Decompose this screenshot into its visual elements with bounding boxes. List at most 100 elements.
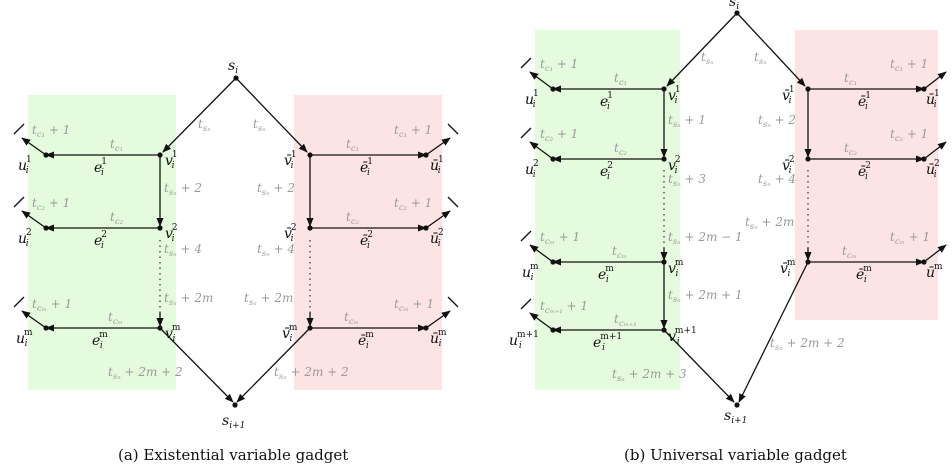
- universal-false-region: [795, 30, 938, 320]
- edge-e-1: e1 i: [94, 157, 107, 178]
- svg-text:tsₙ + 2m: tsₙ + 2m: [244, 291, 293, 308]
- existential-true-region: [28, 95, 176, 390]
- svg-text:tc₂: tc₂: [614, 141, 628, 158]
- svg-text:tcₘ: tcₘ: [108, 310, 123, 327]
- svg-text:tc₁: tc₁: [346, 137, 359, 154]
- svg-text:tc₁ + 1: tc₁ + 1: [540, 57, 578, 74]
- svg-text:tsₙ: tsₙ: [701, 50, 714, 67]
- existential-time-labels: tc₁ + 1 tc₂ + 1 tcₘ + 1 tc₁ tc₂ tcₘ tsₙ …: [32, 117, 434, 382]
- svg-text:tsₙ + 3: tsₙ + 3: [668, 172, 706, 189]
- node-ubar-1: ū1 i: [430, 155, 444, 176]
- node-u-m1-b: um+1 i: [509, 330, 539, 351]
- node-s-i-plus-1: si+1: [222, 413, 245, 431]
- caption-existential: (a) Existential variable gadget: [118, 446, 348, 464]
- svg-text:tc₂ + 1: tc₂ + 1: [32, 196, 70, 213]
- svg-text:tcₘ₊₁ + 1: tcₘ₊₁ + 1: [540, 299, 588, 316]
- svg-text:tcₘ + 1: tcₘ + 1: [32, 297, 72, 314]
- edge-ebar-2-b: ē2 i: [858, 161, 871, 182]
- svg-text:tsₙ + 2: tsₙ + 2: [257, 181, 295, 198]
- svg-text:tcₘ: tcₘ: [612, 244, 627, 261]
- svg-text:tcₘ₊₁: tcₘ₊₁: [614, 312, 637, 329]
- svg-text:tsₙ + 2m + 2: tsₙ + 2m + 2: [770, 336, 845, 353]
- edge-e-1-b: e1 i: [600, 91, 613, 112]
- svg-text:tsₙ + 2m − 1: tsₙ + 2m − 1: [668, 230, 743, 247]
- node-ubar-m-b: ūm: [926, 262, 943, 281]
- svg-text:tcₘ + 1: tcₘ + 1: [890, 230, 930, 247]
- edge-ebar-2: ē2 i: [360, 230, 373, 251]
- universal-time-labels: tc₁ + 1 tc₂ + 1 tcₘ + 1 tcₘ₊₁ + 1 tc₁ tc…: [540, 50, 930, 384]
- universal-edges: [520, 12, 947, 403]
- edge-ebar-1: ē1 i: [360, 157, 373, 178]
- node-v-2-b: v2 i: [668, 155, 681, 176]
- edge-e-2-b: e2 i: [600, 161, 613, 182]
- node-v-m: vm i: [165, 323, 181, 344]
- node-vbar-m: v̄m i: [282, 323, 298, 344]
- svg-text:tc₁ + 1: tc₁ + 1: [890, 57, 928, 74]
- svg-text:tc₁: tc₁: [844, 71, 857, 88]
- svg-text:tc₂ + 1: tc₂ + 1: [890, 127, 928, 144]
- node-ubar-2-b: ū2 i: [926, 159, 940, 180]
- svg-text:tc₂ + 1: tc₂ + 1: [394, 196, 432, 213]
- node-vbar-1-b: v̄1 i: [782, 85, 795, 106]
- node-u-2: u2 i: [18, 228, 32, 249]
- universal-node-labels: si si+1 v1 i v2 i vm i vm+1 i u1 i u2 i um i um…: [509, 0, 943, 426]
- edge-ebar-m: ēm i: [358, 330, 374, 351]
- node-vbar-m-b: v̄m i: [780, 258, 796, 279]
- existential-nodes: [43, 75, 429, 408]
- node-vbar-2-b: v̄2 i: [782, 155, 795, 176]
- svg-text:tc₂ + 1: tc₂ + 1: [540, 127, 578, 144]
- svg-text:tsₙ + 4: tsₙ + 4: [257, 242, 295, 259]
- svg-text:tsₙ: tsₙ: [253, 117, 266, 134]
- node-v-m1-b: vm+1 i: [668, 326, 697, 347]
- node-v-m-b: vm i: [668, 258, 684, 279]
- edge-e-m1-b: em+1 i: [593, 332, 622, 353]
- svg-text:tc₁ + 1: tc₁ + 1: [32, 123, 70, 140]
- edge-ebar-1-b: ē1 i: [858, 91, 871, 112]
- svg-text:tsₙ + 2m: tsₙ + 2m: [164, 291, 213, 308]
- node-u-m: um i: [16, 328, 33, 349]
- svg-text:tsₙ + 2m + 1: tsₙ + 2m + 1: [668, 288, 743, 305]
- node-v-1: v1 i: [165, 150, 178, 171]
- node-u-1: u1 i: [18, 155, 32, 176]
- node-s-i-b: si: [729, 0, 739, 12]
- svg-text:tsₙ + 2: tsₙ + 2: [758, 113, 796, 130]
- edge-e-m: em i: [92, 330, 108, 351]
- node-v-2: v2 i: [165, 223, 178, 244]
- svg-text:tc₂: tc₂: [346, 210, 360, 227]
- node-ubar-1-b: ū1 i: [926, 89, 940, 110]
- svg-text:tcₘ: tcₘ: [344, 310, 359, 327]
- svg-text:tsₙ + 2m: tsₙ + 2m: [745, 215, 794, 232]
- node-u-m-b: um i: [522, 262, 539, 283]
- node-vbar-2: v̄2 i: [284, 223, 297, 244]
- svg-text:tsₙ + 2m + 2: tsₙ + 2m + 2: [274, 365, 349, 382]
- existential-false-region: [294, 95, 442, 390]
- node-s-i: si: [228, 58, 238, 76]
- svg-text:tcₘ + 1: tcₘ + 1: [394, 297, 434, 314]
- svg-text:tsₙ + 1: tsₙ + 1: [668, 113, 706, 130]
- svg-text:tc₁: tc₁: [614, 71, 627, 88]
- svg-text:tc₁: tc₁: [110, 137, 123, 154]
- edge-e-2: e2 i: [94, 230, 107, 251]
- node-ubar-m: ūm i: [430, 328, 447, 349]
- svg-text:tsₙ + 2m + 2: tsₙ + 2m + 2: [108, 365, 183, 382]
- node-ubar-2: ū2 i: [430, 228, 444, 249]
- svg-text:tsₙ: tsₙ: [754, 50, 767, 67]
- node-v-1-b: v1 i: [668, 85, 681, 106]
- universal-nodes: [550, 10, 927, 408]
- svg-text:tsₙ + 2m + 3: tsₙ + 2m + 3: [612, 367, 687, 384]
- existential-edges: [13, 77, 459, 403]
- edge-ebar-m-b: ēm i: [856, 264, 872, 285]
- svg-text:tsₙ: tsₙ: [198, 117, 211, 134]
- caption-universal: (b) Universal variable gadget: [624, 446, 847, 464]
- node-vbar-1: v̄1 i: [284, 150, 297, 171]
- svg-text:tcₘ: tcₘ: [842, 244, 857, 261]
- svg-text:tsₙ + 2: tsₙ + 2: [164, 181, 202, 198]
- svg-text:tc₂: tc₂: [844, 141, 858, 158]
- svg-text:tsₙ + 4: tsₙ + 4: [758, 172, 796, 189]
- node-u-1-b: u1 i: [525, 89, 539, 110]
- existential-node-labels: si si+1 v1 i v2 i vm i u1 i u2 i um i e1 i e2 i …: [16, 58, 447, 431]
- svg-text:tsₙ + 4: tsₙ + 4: [164, 242, 202, 259]
- svg-text:tc₁ + 1: tc₁ + 1: [394, 123, 432, 140]
- svg-text:tc₂: tc₂: [110, 210, 124, 227]
